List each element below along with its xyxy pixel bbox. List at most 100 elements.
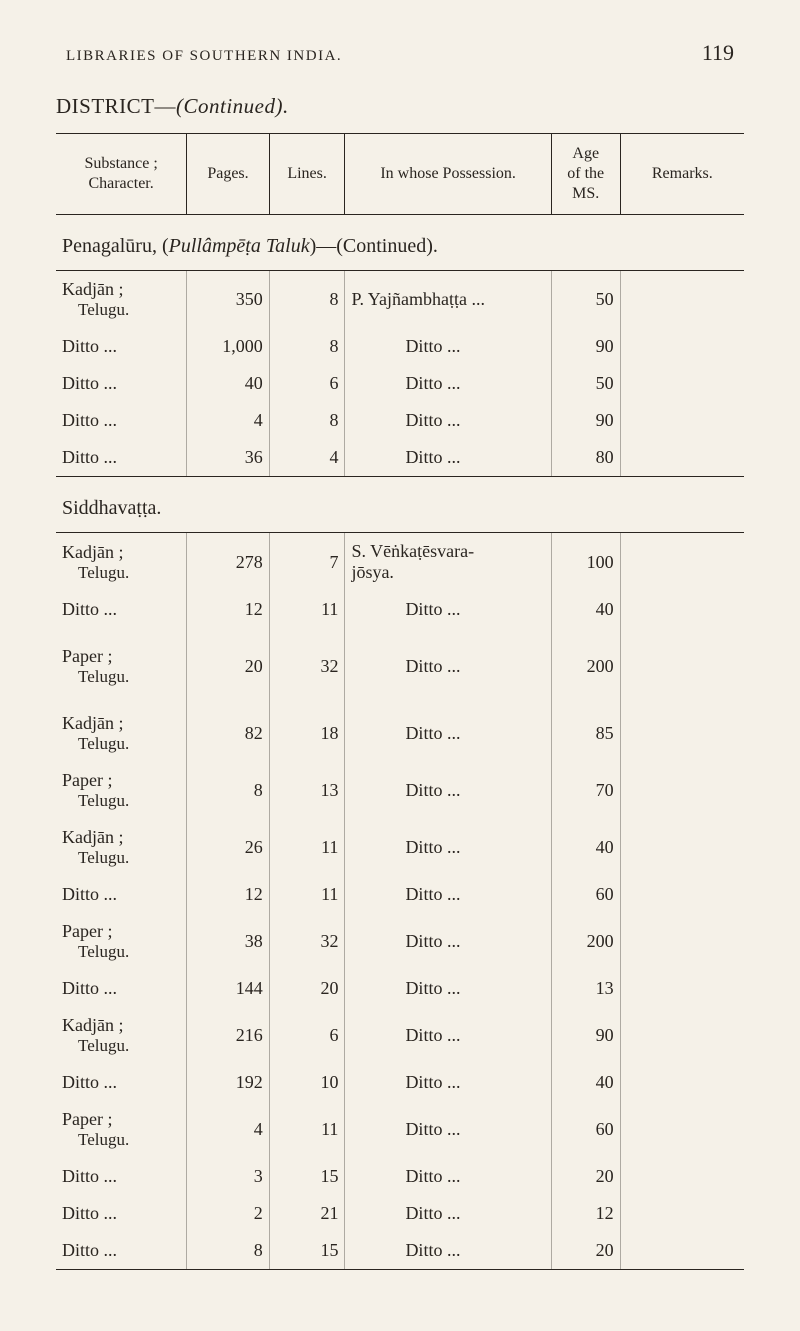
cell-pages: 144 xyxy=(187,970,270,1007)
cell-remarks xyxy=(620,1064,744,1101)
table-row: Ditto ...48Ditto ...90 xyxy=(56,402,744,439)
cell-pages: 12 xyxy=(187,876,270,913)
substance-main: Ditto ... xyxy=(62,373,180,394)
substance-lang: Telugu. xyxy=(62,848,180,868)
cell-substance: Kadjān ;Telugu. xyxy=(56,533,187,592)
substance-main: Paper ; xyxy=(62,646,180,667)
substance-main: Ditto ... xyxy=(62,1166,180,1187)
cell-substance: Ditto ... xyxy=(56,1064,187,1101)
cell-substance: Ditto ... xyxy=(56,591,187,628)
table-row: Ditto ...315Ditto ...20 xyxy=(56,1158,744,1195)
cell-substance: Ditto ... xyxy=(56,365,187,402)
cell-possession: Ditto ... xyxy=(345,591,551,628)
cell-remarks xyxy=(620,819,744,876)
table-row: Ditto ...14420Ditto ...13 xyxy=(56,970,744,1007)
cell-possession: Ditto ... xyxy=(345,439,551,477)
cell-pages: 4 xyxy=(187,402,270,439)
hdr-remarks: Remarks. xyxy=(620,134,744,215)
cell-pages: 2 xyxy=(187,1195,270,1232)
cell-remarks xyxy=(620,402,744,439)
cell-pages: 8 xyxy=(187,1232,270,1270)
cell-pages: 216 xyxy=(187,1007,270,1064)
cell-remarks xyxy=(620,533,744,592)
cell-substance: Kadjān ;Telugu. xyxy=(56,1007,187,1064)
cell-lines: 18 xyxy=(269,705,345,762)
cell-possession: Ditto ... xyxy=(345,328,551,365)
cell-lines: 11 xyxy=(269,876,345,913)
cell-pages: 278 xyxy=(187,533,270,592)
cell-age: 100 xyxy=(551,533,620,592)
cell-possession: Ditto ... xyxy=(345,970,551,1007)
substance-main: Ditto ... xyxy=(62,1072,180,1093)
cell-possession: Ditto ... xyxy=(345,628,551,705)
cell-remarks xyxy=(620,876,744,913)
cell-lines: 11 xyxy=(269,819,345,876)
table-row: Ditto ...1211Ditto ...40 xyxy=(56,591,744,628)
cell-lines: 8 xyxy=(269,402,345,439)
cell-remarks xyxy=(620,591,744,628)
section2-label: Siddhavaṭṭa. xyxy=(56,477,744,533)
table-row: Ditto ...815Ditto ...20 xyxy=(56,1232,744,1270)
substance-main: Kadjān ; xyxy=(62,542,180,563)
running-head: LIBRARIES OF SOUTHERN INDIA. 119 xyxy=(56,40,744,66)
cell-age: 20 xyxy=(551,1158,620,1195)
cell-substance: Paper ;Telugu. xyxy=(56,1101,187,1158)
cell-age: 60 xyxy=(551,876,620,913)
page: LIBRARIES OF SOUTHERN INDIA. 119 DISTRIC… xyxy=(0,0,800,1330)
substance-main: Paper ; xyxy=(62,1109,180,1130)
cell-remarks xyxy=(620,1007,744,1064)
cell-remarks xyxy=(620,913,744,970)
cell-lines: 13 xyxy=(269,762,345,819)
cell-substance: Ditto ... xyxy=(56,328,187,365)
page-number: 119 xyxy=(702,40,734,66)
cell-lines: 7 xyxy=(269,533,345,592)
substance-lang: Telugu. xyxy=(62,1036,180,1056)
cell-lines: 6 xyxy=(269,365,345,402)
cell-lines: 11 xyxy=(269,591,345,628)
table-row: Paper ;Telugu.3832Ditto ...200 xyxy=(56,913,744,970)
substance-main: Ditto ... xyxy=(62,884,180,905)
substance-main: Ditto ... xyxy=(62,1203,180,1224)
table-row: Ditto ...364Ditto ...80 xyxy=(56,439,744,477)
cell-pages: 38 xyxy=(187,913,270,970)
cell-lines: 8 xyxy=(269,271,345,329)
cell-age: 50 xyxy=(551,271,620,329)
table-row: Ditto ...1211Ditto ...60 xyxy=(56,876,744,913)
section1-suffix: )—(Continued). xyxy=(310,235,438,257)
substance-main: Kadjān ; xyxy=(62,1015,180,1036)
cell-lines: 15 xyxy=(269,1158,345,1195)
cell-age: 90 xyxy=(551,328,620,365)
cell-substance: Paper ;Telugu. xyxy=(56,762,187,819)
cell-age: 90 xyxy=(551,1007,620,1064)
cell-age: 50 xyxy=(551,365,620,402)
cell-remarks xyxy=(620,1158,744,1195)
cell-pages: 82 xyxy=(187,705,270,762)
cell-substance: Paper ;Telugu. xyxy=(56,628,187,705)
substance-lang: Telugu. xyxy=(62,667,180,687)
substance-main: Paper ; xyxy=(62,770,180,791)
cell-lines: 6 xyxy=(269,1007,345,1064)
district-continued: (Continued). xyxy=(176,94,289,118)
district-line: DISTRICT—(Continued). xyxy=(56,94,744,119)
cell-substance: Ditto ... xyxy=(56,876,187,913)
cell-lines: 32 xyxy=(269,628,345,705)
cell-remarks xyxy=(620,1232,744,1270)
cell-possession: Ditto ... xyxy=(345,402,551,439)
cell-lines: 10 xyxy=(269,1064,345,1101)
cell-lines: 8 xyxy=(269,328,345,365)
cell-possession: Ditto ... xyxy=(345,819,551,876)
cell-lines: 20 xyxy=(269,970,345,1007)
cell-age: 20 xyxy=(551,1232,620,1270)
cell-pages: 20 xyxy=(187,628,270,705)
cell-lines: 11 xyxy=(269,1101,345,1158)
cell-remarks xyxy=(620,365,744,402)
cell-possession: Ditto ... xyxy=(345,876,551,913)
cell-age: 70 xyxy=(551,762,620,819)
substance-main: Ditto ... xyxy=(62,410,180,431)
cell-remarks xyxy=(620,762,744,819)
hdr-pages: Pages. xyxy=(187,134,270,215)
district-label: DISTRICT— xyxy=(56,94,176,118)
cell-lines: 32 xyxy=(269,913,345,970)
cell-remarks xyxy=(620,705,744,762)
hdr-possession: In whose Possession. xyxy=(345,134,551,215)
